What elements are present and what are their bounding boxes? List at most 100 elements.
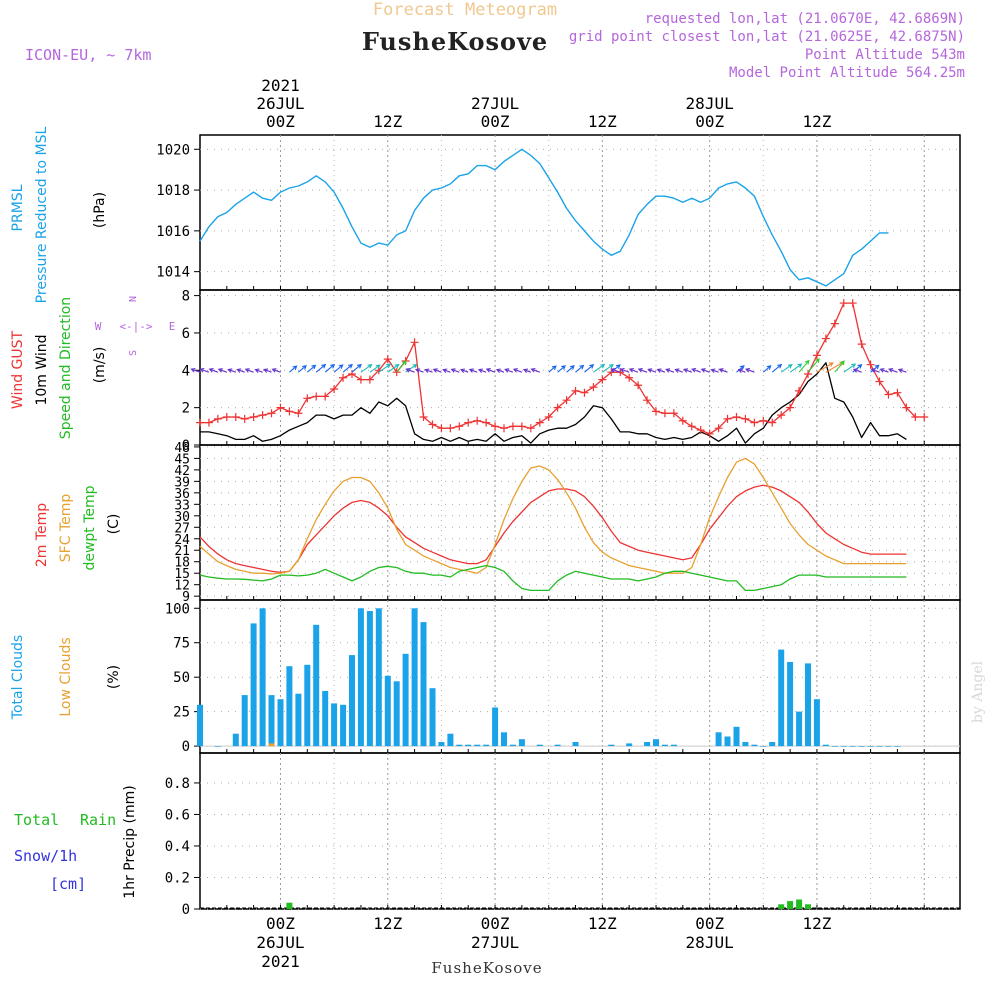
cloud-total-bar (304, 664, 311, 747)
gust-marker (902, 403, 911, 412)
wind-direction-arrow (771, 363, 783, 373)
temperature-ytick-label: 27 (174, 521, 190, 536)
pressure-ylabel-desc: Pressure Reduced to MSL (34, 126, 50, 303)
gust-marker (795, 386, 804, 395)
wind-ylabels: Wind GUST 10m Wind Speed and Direction (… (10, 297, 108, 439)
wind-direction-arrow (360, 364, 373, 373)
wind-direction-arrow (208, 368, 219, 373)
wind-direction-arrow (190, 367, 201, 373)
temperature-ytick-label: 39 (174, 475, 190, 490)
temperature-ytick-label: 33 (174, 498, 190, 513)
gust-marker (759, 416, 768, 425)
gust-marker (723, 414, 732, 423)
wind-10m-series-line (200, 362, 907, 444)
bottom-axis-date-label: 27JUL (471, 933, 519, 952)
gust-marker (821, 334, 830, 343)
gust-marker (750, 418, 759, 427)
cloud-total-bar (760, 746, 767, 747)
top-axis-hour-label: 12Z (588, 112, 617, 131)
gust-marker (544, 412, 553, 421)
cloud-ylabel-total: Total Clouds (10, 635, 26, 720)
cloud-total-bar (259, 608, 266, 747)
wind-direction-arrow (691, 367, 701, 373)
cloud-total-bar (742, 742, 749, 747)
gust-marker (196, 418, 204, 427)
bottom-axis-date-label: 26JUL (256, 933, 304, 952)
wind-direction-arrow (522, 368, 531, 374)
gust-marker (705, 429, 714, 438)
wind-direction-arrow (271, 368, 281, 373)
wind-direction-arrow (674, 368, 683, 373)
precip-legend-snow: Snow/1h (14, 847, 77, 865)
wind-direction-arrow (298, 364, 307, 373)
wind-direction-arrow (485, 368, 496, 373)
requested-point: requested lon,lat (21.0670E, 42.6869N) (645, 11, 965, 27)
cloud-total-bar (313, 624, 320, 747)
cloud-total-bar (438, 742, 445, 747)
gust-marker (294, 409, 303, 418)
wind-direction-arrow (870, 368, 880, 373)
temperature-ytick-label: 18 (174, 556, 190, 571)
wind-ylabel-gust: Wind GUST (10, 330, 26, 409)
wind-direction-arrow (378, 363, 392, 373)
wind-ytick-label: 8 (182, 289, 190, 305)
gust-marker (339, 373, 348, 382)
wind-direction-arrow (780, 364, 793, 373)
cloud-total-bar (670, 744, 677, 747)
gust-marker (571, 386, 580, 395)
precip-rain-bar (805, 904, 811, 909)
top-axis-hour-label: 12Z (373, 112, 402, 131)
point-altitude: Point Altitude 543m (805, 47, 965, 63)
temp-dewpt-series-line (199, 564, 907, 592)
temperature-ytick-label: 24 (174, 533, 190, 548)
precip-ylabel: 1hr Precip (mm) (122, 785, 138, 898)
wind-direction-arrow (263, 368, 272, 373)
temperature-ytick-label: 42 (174, 464, 190, 479)
product-title: Forecast Meteogram (373, 0, 557, 20)
temp-2m-series-line (199, 484, 907, 574)
gust-marker (678, 416, 687, 425)
cloud-total-bar (849, 746, 856, 747)
pressure-ytick-label: 1018 (156, 183, 190, 199)
temp-ylabel-dew: dewpt Temp (82, 485, 98, 570)
wind-direction-arrow (825, 361, 845, 373)
gust-marker (589, 383, 598, 392)
wind-direction-arrow (683, 368, 692, 373)
gust-marker (356, 375, 365, 384)
cloud-low-bar (268, 743, 275, 747)
cloud-total-bar (465, 744, 472, 747)
cloud-total-bar (885, 746, 892, 747)
credit-watermark: by Angel (970, 660, 986, 723)
cloud-total-bar (653, 739, 659, 747)
cloud-total-bar (724, 736, 731, 747)
model-label: ICON-EU, ~ 7km (25, 46, 151, 64)
clouds-ytick-label: 0 (182, 739, 190, 755)
gust-marker (446, 424, 455, 433)
wind-direction-arrow (227, 368, 236, 373)
cloud-total-bar (805, 663, 811, 747)
gust-marker (535, 418, 544, 427)
cloud-total-bar (876, 746, 883, 747)
wind-unit: (m/s) (92, 347, 108, 384)
gust-marker (893, 388, 902, 397)
gust-marker (258, 411, 267, 420)
wind-direction-arrow (593, 363, 606, 373)
precip-rain-bar (778, 904, 785, 909)
wind-ylabel-dir: Speed and Direction (58, 297, 74, 439)
cloud-total-bar (751, 744, 758, 747)
wind-direction-arrow (843, 363, 857, 373)
wind-direction-arrow (442, 368, 451, 373)
pressure-ylabels: PRMSL Pressure Reduced to MSL (hPa) (10, 126, 108, 303)
wind-direction-arrow (566, 365, 575, 373)
gust-marker (857, 340, 866, 349)
cloud-total-bar (554, 744, 561, 747)
gust-marker (875, 377, 884, 386)
gust-marker (330, 384, 339, 393)
cloud-total-bar (420, 622, 427, 747)
precip-legend-total: Total (14, 811, 59, 829)
gust-marker (508, 422, 517, 431)
wind-ytick-label: 4 (182, 363, 190, 379)
gust-marker (526, 424, 535, 433)
